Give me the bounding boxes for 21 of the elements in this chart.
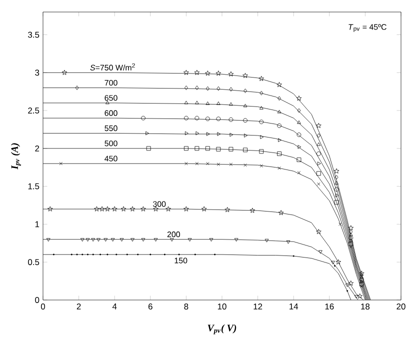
y-axis-title: I$_{pv}$ (A)	[10, 143, 21, 170]
x-tick-label: 6	[148, 304, 152, 310]
x-tick-label: 16	[325, 304, 334, 310]
x-tick-label: 18	[361, 304, 370, 310]
y-tick-label: 2	[35, 145, 40, 152]
x-tick-label: 0	[40, 304, 46, 310]
x-tick-label: 10	[218, 304, 226, 310]
y-tick-label: 1	[35, 221, 40, 228]
y-tick-label: 1.5	[28, 183, 40, 190]
x-tick-label: 14	[290, 304, 298, 310]
x-axis-title: V$_{pv}$( V)	[208, 324, 236, 334]
y-tick-label: 2.5	[28, 108, 40, 114]
x-tick-label: 12	[254, 304, 262, 310]
y-tick-label: 0.5	[28, 259, 40, 266]
y-tick-label: 3.5	[28, 32, 40, 38]
x-tick-label: 4	[112, 304, 117, 310]
x-tick-label: 20	[396, 304, 406, 310]
y-tick-label: 0	[35, 297, 40, 303]
y-tick-label: 3	[35, 70, 40, 76]
x-tick-label: 2	[76, 304, 81, 310]
x-tick-label: 8	[184, 304, 188, 310]
